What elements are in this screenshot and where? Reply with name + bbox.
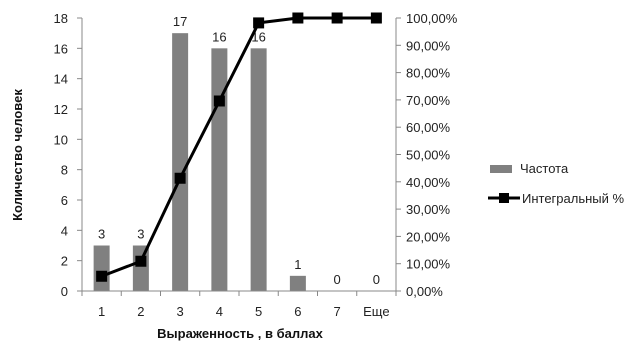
- legend-swatch-marker: [499, 193, 509, 203]
- legend-label-bar: Частота: [520, 161, 569, 176]
- line-point: [331, 12, 343, 24]
- legend-swatch-bar: [490, 165, 512, 173]
- x-tick-label: 1: [98, 304, 105, 319]
- x-tick-label: Еще: [363, 304, 389, 319]
- line-point: [253, 17, 265, 29]
- y2-tick-label: 60,00%: [406, 120, 451, 135]
- y2-axis-ticks: 0,00% 10,00% 20,00% 30,00% 40,00% 50,00% 60,00…: [396, 11, 458, 299]
- line-series: [96, 12, 382, 282]
- x-tick-label: 7: [334, 304, 341, 319]
- y-tick-label: 4: [61, 223, 68, 238]
- bar-data-label: 17: [173, 14, 187, 29]
- y2-tick-label: 10,00%: [406, 257, 451, 272]
- bar-data-label: 0: [334, 272, 341, 287]
- x-tick-label: 2: [137, 304, 144, 319]
- y2-tick-label: 80,00%: [406, 66, 451, 81]
- y2-tick-label: 40,00%: [406, 175, 451, 190]
- y-tick-label: 18: [54, 11, 68, 26]
- y2-tick-label: 70,00%: [406, 93, 451, 108]
- y2-tick-label: 50,00%: [406, 148, 451, 163]
- y2-tick-label: 0,00%: [406, 284, 443, 299]
- legend: Частота Интегральный %: [488, 161, 625, 206]
- y-tick-label: 14: [54, 72, 68, 87]
- bar: [172, 33, 189, 292]
- bar-data-label: 16: [212, 29, 226, 44]
- y-axis-ticks: 0 2 4 6 8 10 12 14 16 18: [54, 11, 82, 299]
- y-tick-label: 6: [61, 193, 68, 208]
- bar-data-label: 0: [373, 272, 380, 287]
- line-point: [135, 255, 147, 267]
- y2-tick-label: 30,00%: [406, 202, 451, 217]
- x-axis-title: Выраженность , в баллах: [157, 326, 323, 341]
- x-tick-label: 6: [294, 304, 301, 319]
- bar: [250, 48, 267, 292]
- line-point: [96, 270, 108, 282]
- bar-data-label: 1: [294, 257, 301, 272]
- bar-data-label: 3: [98, 227, 105, 242]
- line-point: [292, 12, 304, 24]
- cumulative-line: [101, 16, 377, 278]
- x-tick-label: 3: [177, 304, 184, 319]
- bar: [211, 48, 228, 292]
- x-axis-ticks: 1 2 3 4 5 6 7 Еще: [81, 291, 397, 319]
- y-axis-title: Количество человек: [10, 89, 25, 221]
- y-tick-label: 12: [54, 102, 68, 117]
- y2-tick-label: 100,00%: [406, 11, 458, 26]
- bar-data-label: 3: [137, 227, 144, 242]
- x-tick-label: 4: [216, 304, 223, 319]
- y-tick-label: 8: [61, 163, 68, 178]
- bar: [289, 275, 306, 291]
- legend-label-line: Интегральный %: [522, 191, 625, 206]
- line-point: [174, 172, 186, 184]
- y-tick-label: 10: [54, 132, 68, 147]
- y-tick-label: 0: [61, 284, 68, 299]
- y-tick-label: 2: [61, 254, 68, 269]
- x-tick-label: 5: [255, 304, 262, 319]
- y2-tick-label: 90,00%: [406, 38, 451, 53]
- bar-series: [93, 33, 306, 292]
- line-point: [213, 95, 225, 107]
- y2-tick-label: 20,00%: [406, 229, 451, 244]
- bar: [93, 245, 110, 291]
- y-tick-label: 16: [54, 41, 68, 56]
- line-point: [370, 12, 382, 24]
